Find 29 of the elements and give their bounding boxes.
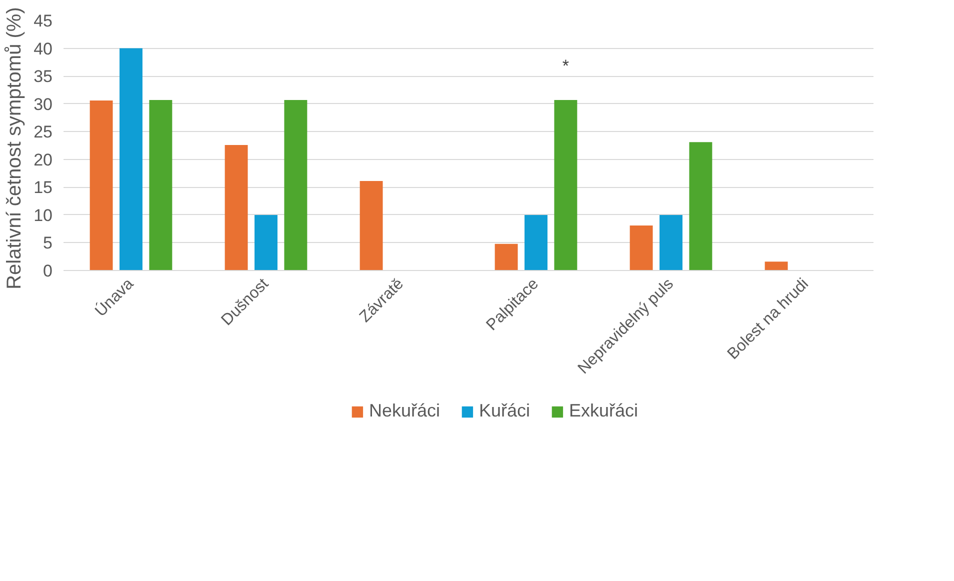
bar xyxy=(284,100,308,270)
bar xyxy=(630,226,653,270)
y-tick-label: 10 xyxy=(34,206,53,225)
annotation: * xyxy=(562,56,570,76)
legend-label: Nekuřáci xyxy=(368,400,440,422)
bar xyxy=(224,144,248,270)
bar xyxy=(149,100,172,270)
legend-label: Kuřáci xyxy=(478,400,530,422)
bar xyxy=(90,100,113,270)
y-tick-label: 15 xyxy=(34,178,53,198)
y-axis-title: Relativní četnost symptomů (%) xyxy=(4,7,26,290)
y-tick-label: 5 xyxy=(43,234,53,253)
bar xyxy=(689,142,712,270)
y-tick-label: 0 xyxy=(43,262,53,280)
y-tick-label: 25 xyxy=(34,122,53,142)
bar xyxy=(764,262,788,270)
bar xyxy=(524,214,548,270)
y-tick-label: 35 xyxy=(34,67,53,86)
bar xyxy=(254,214,278,270)
bar xyxy=(660,214,682,270)
bar xyxy=(554,100,578,270)
y-tick-label: 30 xyxy=(34,94,53,114)
y-tick-label: 45 xyxy=(34,12,53,30)
bar xyxy=(494,244,518,270)
bar xyxy=(120,48,142,270)
y-tick-label: 20 xyxy=(34,150,53,170)
legend-label: Exkuřáci xyxy=(569,400,638,422)
bar xyxy=(360,181,383,270)
y-tick-label: 40 xyxy=(34,39,53,58)
